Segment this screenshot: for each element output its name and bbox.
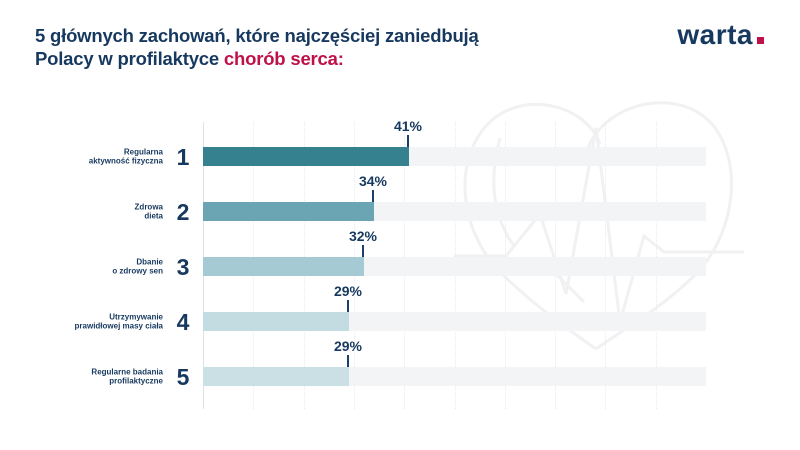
row-rank-number: 5	[176, 364, 190, 390]
row-label: Dbanie o zdrowy sen	[112, 257, 163, 276]
value-label: 41%	[393, 118, 423, 134]
value-label: 32%	[348, 228, 378, 244]
title-line-2-accent: chorób serca:	[223, 48, 344, 69]
value-tick	[362, 245, 364, 257]
warta-logo-dot-icon	[757, 37, 764, 44]
row-label: Regularna aktywność fizyczna	[88, 147, 163, 166]
value-label: 34%	[358, 173, 388, 189]
value-tick	[347, 300, 349, 312]
row-rank-number: 1	[176, 144, 190, 170]
bar-fill	[203, 312, 349, 331]
row-rank-number: 4	[176, 309, 190, 335]
bar-fill	[203, 367, 349, 386]
bar-fill	[203, 257, 364, 276]
value-label: 29%	[333, 283, 363, 299]
bar-row: Utrzymywanie prawidłowej masy ciała 4 29…	[0, 283, 800, 335]
value-tick	[372, 190, 374, 202]
bar-row: Dbanie o zdrowy sen 3 32%	[0, 228, 800, 280]
value-tick	[347, 355, 349, 367]
warta-logo-text: warta	[677, 19, 753, 50]
row-label: Regularne badania profilaktyczne	[91, 367, 163, 386]
row-label: Utrzymywanie prawidłowej masy ciała	[74, 312, 163, 331]
value-label: 29%	[333, 338, 363, 354]
row-rank-number: 3	[176, 254, 190, 280]
title-line-2-prefix: Polacy w profilaktyce	[35, 48, 219, 69]
bar-fill	[203, 147, 409, 166]
bar-row: Regularna aktywność fizyczna 1 41%	[0, 118, 800, 170]
value-tick	[407, 135, 409, 147]
bar-fill	[203, 202, 374, 221]
page-title: 5 głównych zachowań, które najczęściej z…	[35, 24, 479, 70]
title-line-1: 5 głównych zachowań, które najczęściej z…	[35, 25, 479, 46]
bar-row: Zdrowa dieta 2 34%	[0, 173, 800, 225]
row-label: Zdrowa dieta	[134, 202, 163, 221]
row-rank-number: 2	[176, 199, 190, 225]
title-line-2: Polacy w profilaktyce chorób serca:	[35, 47, 479, 70]
warta-logo: warta	[677, 20, 764, 50]
bar-row: Regularne badania profilaktyczne 5 29%	[0, 338, 800, 390]
